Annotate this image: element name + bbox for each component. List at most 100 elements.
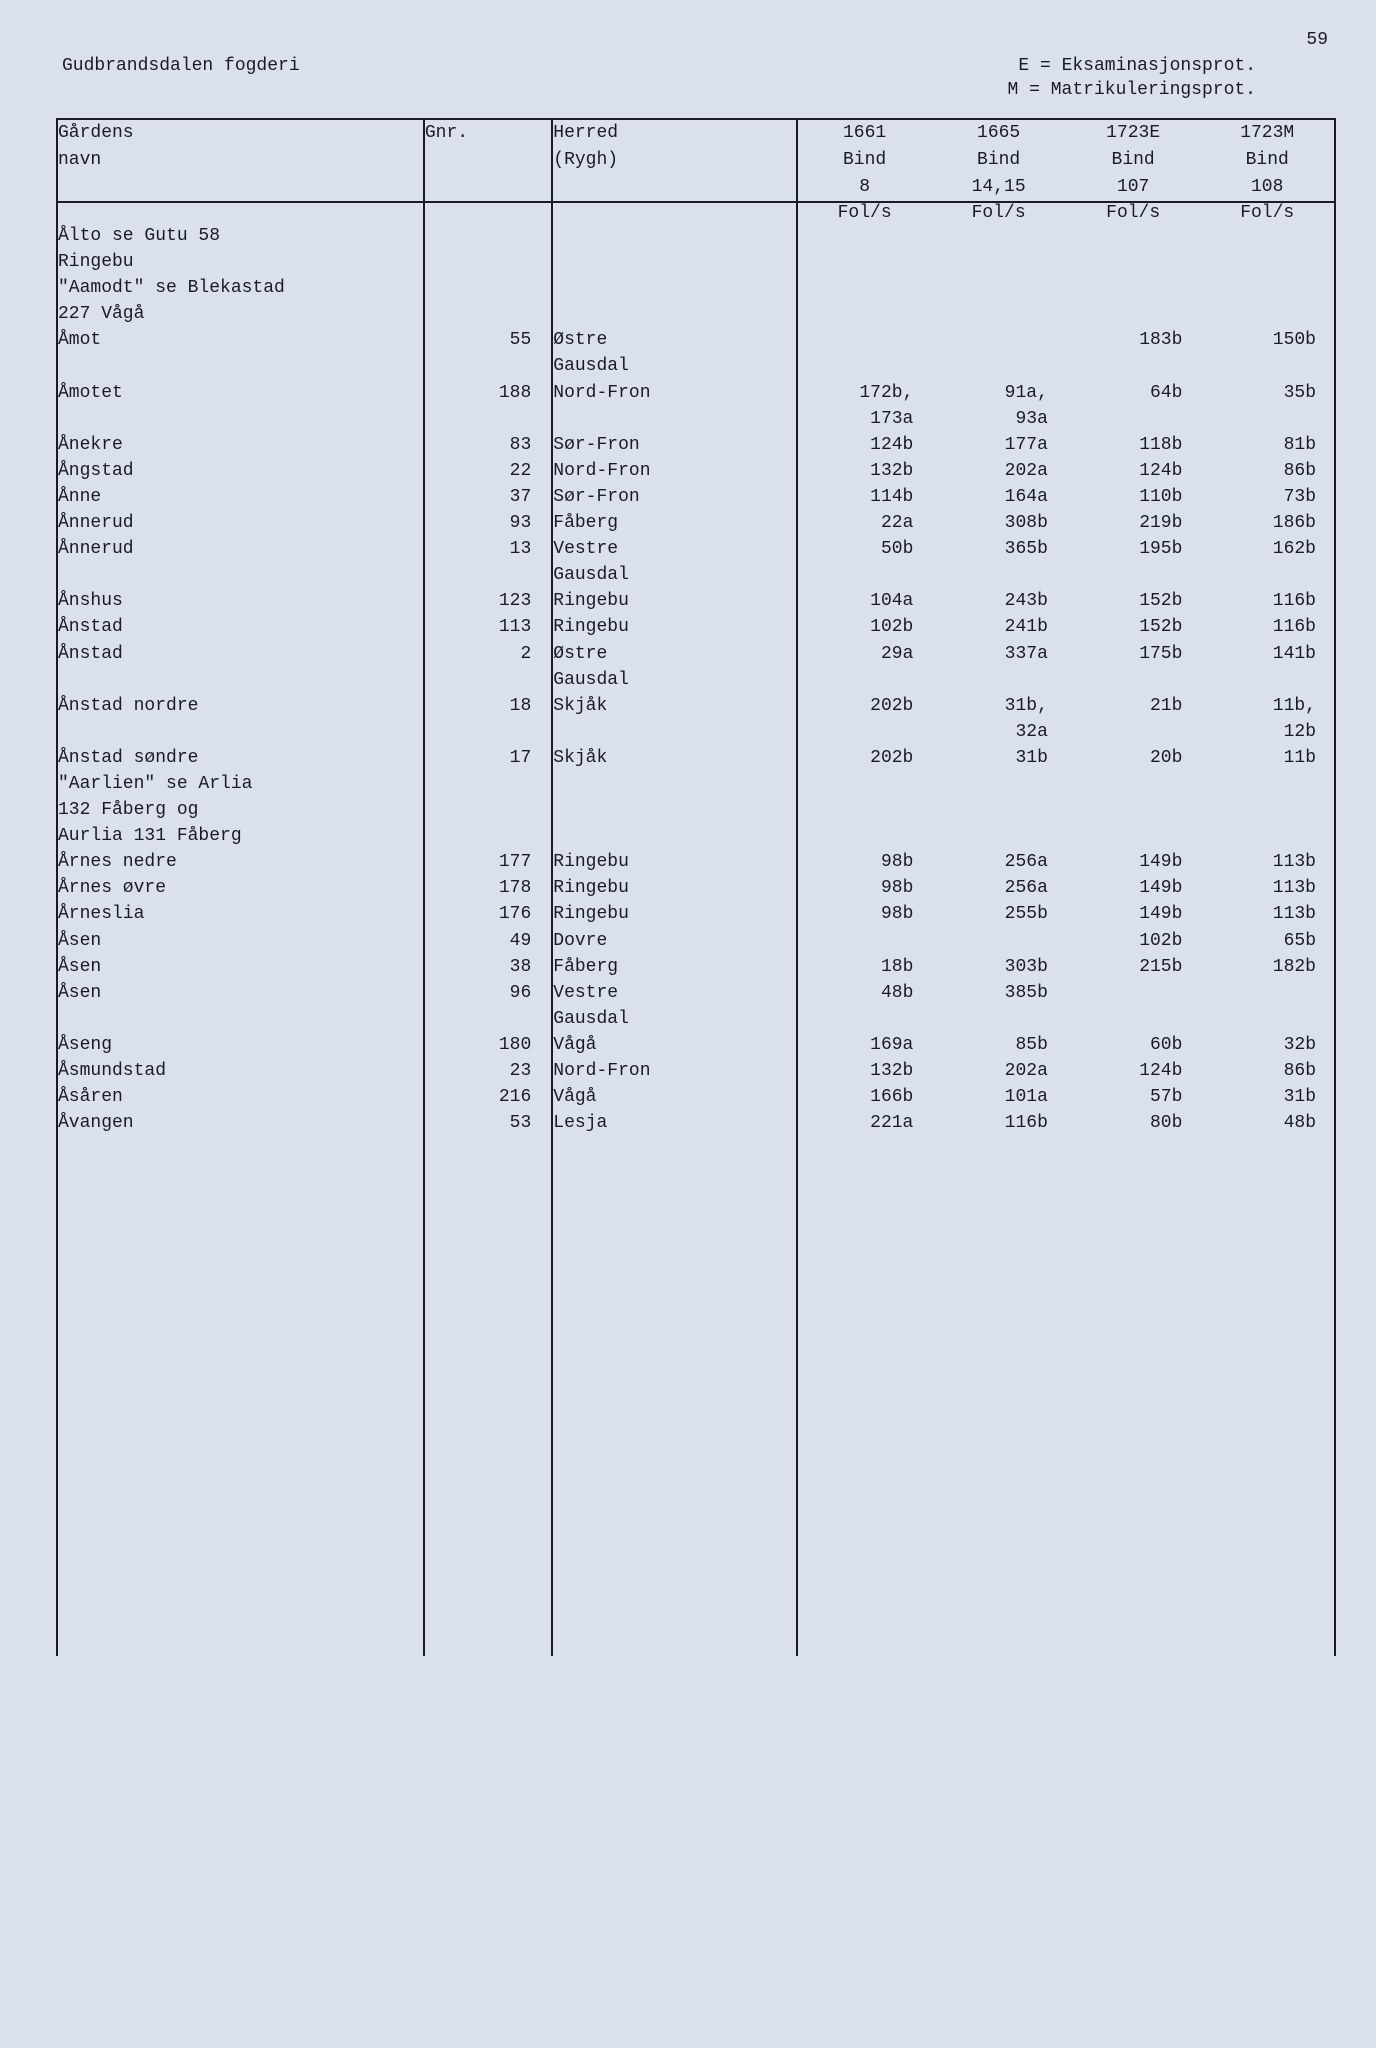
- cell-1723e: 60b: [1066, 1032, 1201, 1058]
- cell-name: Åmotet: [57, 380, 424, 432]
- cell-herred: Fåberg: [552, 510, 797, 536]
- cell-name: Ånnerud: [57, 510, 424, 536]
- cell-1723m: 116b: [1200, 614, 1335, 640]
- cell-gnr: 180: [424, 1032, 552, 1058]
- table-row: Ånstad113Ringebu102b241b152b116b: [57, 614, 1335, 640]
- cell-name: Åseng: [57, 1032, 424, 1058]
- cell-1665: [931, 928, 1066, 954]
- cell-1723e: 20b: [1066, 745, 1201, 771]
- cell-herred: Vågå: [552, 1084, 797, 1110]
- legend-m: M = Matrikuleringsprot.: [56, 80, 1336, 100]
- cell-1661: [797, 327, 932, 379]
- cell-1723m: 113b: [1200, 901, 1335, 927]
- cell-1665: [931, 327, 1066, 379]
- cell-gnr: 177: [424, 849, 552, 875]
- cell-gnr: 178: [424, 875, 552, 901]
- cell-herred: Ringebu: [552, 614, 797, 640]
- cell-1723m: 81b: [1200, 432, 1335, 458]
- cell-1723e: 152b: [1066, 614, 1201, 640]
- cell-1723m: 65b: [1200, 928, 1335, 954]
- cell-1723m: 141b: [1200, 641, 1335, 693]
- bind-1723e: 107: [1066, 174, 1201, 202]
- cell-1665: 256a: [931, 849, 1066, 875]
- cell-1723m: 113b: [1200, 875, 1335, 901]
- cell-name: Ånstad nordre: [57, 693, 424, 745]
- cell-1723m: 182b: [1200, 954, 1335, 980]
- cell-1661: 114b: [797, 484, 932, 510]
- cell-name: Åvangen: [57, 1110, 424, 1136]
- table-row: Åmot55Østre Gausdal183b150b: [57, 327, 1335, 379]
- cell-1723m: 116b: [1200, 588, 1335, 614]
- cell-1723e: 219b: [1066, 510, 1201, 536]
- cell-name: Ånnerud: [57, 536, 424, 588]
- cell-1661: 48b: [797, 980, 932, 1032]
- col-herred-header: Herred (Rygh): [552, 119, 797, 202]
- cell-1723e: 21b: [1066, 693, 1201, 745]
- cell-gnr: 22: [424, 458, 552, 484]
- cell-1723m: 11b, 12b: [1200, 693, 1335, 745]
- cell-1723e: 102b: [1066, 928, 1201, 954]
- cell-1661: 132b: [797, 458, 932, 484]
- col-1723e-header: 1723E Bind: [1066, 119, 1201, 174]
- cell-1665: 31b: [931, 745, 1066, 771]
- cell-herred: Ringebu: [552, 875, 797, 901]
- cell-herred: Ringebu: [552, 849, 797, 875]
- cell-1723m: 32b: [1200, 1032, 1335, 1058]
- cell-name: Åsen: [57, 954, 424, 980]
- bind-1665: 14,15: [931, 174, 1066, 202]
- cell-name: Åsåren: [57, 1084, 424, 1110]
- col-1665-header: 1665 Bind: [931, 119, 1066, 174]
- register-table: Gårdens navn Gnr. Herred (Rygh) 1661 Bin…: [56, 118, 1336, 1656]
- table-row: Årnes øvre178Ringebu98b256a149b113b: [57, 875, 1335, 901]
- cell-gnr: 83: [424, 432, 552, 458]
- cell-1723m: 150b: [1200, 327, 1335, 379]
- cell-1661: 50b: [797, 536, 932, 588]
- cell-gnr: 176: [424, 901, 552, 927]
- col-gnr-header: Gnr.: [424, 119, 552, 202]
- table-row: Åsen38Fåberg18b303b215b182b: [57, 954, 1335, 980]
- cell-1723m: 113b: [1200, 849, 1335, 875]
- cell-1723m: 73b: [1200, 484, 1335, 510]
- table-row: Ångstad22Nord-Fron132b202a124b86b: [57, 458, 1335, 484]
- cell-1723m: 186b: [1200, 510, 1335, 536]
- cell-1723m: 48b: [1200, 1110, 1335, 1136]
- cell-gnr: 216: [424, 1084, 552, 1110]
- cell-1661: 166b: [797, 1084, 932, 1110]
- cell-gnr: 53: [424, 1110, 552, 1136]
- cell-1723e: 215b: [1066, 954, 1201, 980]
- cell-name: Ångstad: [57, 458, 424, 484]
- cell-1723e: 118b: [1066, 432, 1201, 458]
- cell-1665: 256a: [931, 875, 1066, 901]
- cell-herred: Nord-Fron: [552, 1058, 797, 1084]
- cell-gnr: 38: [424, 954, 552, 980]
- cell-1723e: 175b: [1066, 641, 1201, 693]
- cell-1665: 255b: [931, 901, 1066, 927]
- cell-herred: Østre Gausdal: [552, 641, 797, 693]
- table-row: Ånne37Sør-Fron114b164a110b73b: [57, 484, 1335, 510]
- cell-1661: 202b: [797, 693, 932, 745]
- cell-1665: 85b: [931, 1032, 1066, 1058]
- cell-1723m: 35b: [1200, 380, 1335, 432]
- cell-gnr: 113: [424, 614, 552, 640]
- table-row: Ånshus123Ringebu104a243b152b116b: [57, 588, 1335, 614]
- cell-1723e: 149b: [1066, 901, 1201, 927]
- cell-1723e: 80b: [1066, 1110, 1201, 1136]
- cell-1723m: 31b: [1200, 1084, 1335, 1110]
- cell-herred: Østre Gausdal: [552, 327, 797, 379]
- cell-1661: 202b: [797, 745, 932, 771]
- cell-1723m: 86b: [1200, 458, 1335, 484]
- table-row: Åsen96Vestre Gausdal48b385b: [57, 980, 1335, 1032]
- cell-herred: Dovre: [552, 928, 797, 954]
- cell-1665: 202a: [931, 1058, 1066, 1084]
- cell-1661: 22a: [797, 510, 932, 536]
- cell-gnr: 37: [424, 484, 552, 510]
- table-row: Åsen49Dovre102b65b: [57, 928, 1335, 954]
- table-row: Ånnerud13Vestre Gausdal50b365b195b162b: [57, 536, 1335, 588]
- table-row: Ånekre83Sør-Fron124b177a118b81b: [57, 432, 1335, 458]
- cell-gnr: 123: [424, 588, 552, 614]
- cell-1665: 31b, 32a: [931, 693, 1066, 745]
- cell-1723m: 86b: [1200, 1058, 1335, 1084]
- cell-1661: 98b: [797, 901, 932, 927]
- cell-gnr: 96: [424, 980, 552, 1032]
- cell-gnr: 13: [424, 536, 552, 588]
